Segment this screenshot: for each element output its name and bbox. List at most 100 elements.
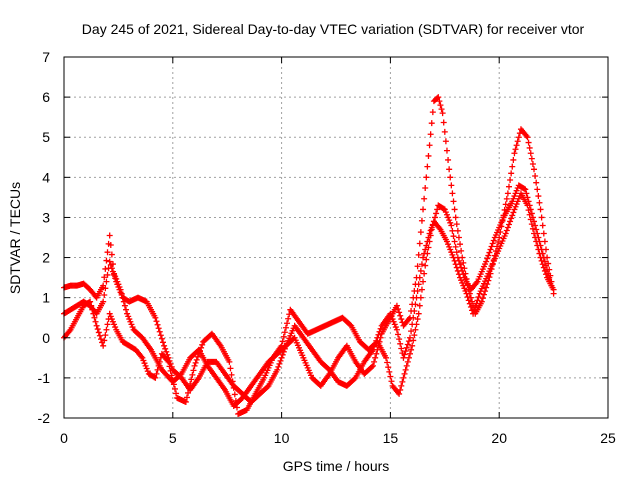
data-point [548, 282, 555, 289]
data-point [128, 321, 135, 328]
data-point [396, 309, 403, 316]
data-point [230, 384, 237, 391]
data-point [279, 351, 286, 358]
data-point [410, 337, 417, 344]
y-tick-label: 2 [42, 250, 50, 266]
data-point [198, 344, 205, 351]
data-point [398, 345, 405, 352]
data-point [418, 261, 425, 268]
data-point [386, 368, 393, 375]
data-point [114, 281, 121, 288]
data-point [527, 150, 534, 157]
data-point [527, 206, 534, 213]
data-point [446, 217, 453, 224]
data-point [281, 329, 288, 336]
data-point [455, 234, 462, 241]
data-point [109, 318, 116, 325]
data-point [453, 221, 460, 228]
data-point [415, 281, 422, 288]
data-point [402, 366, 409, 373]
data-point [89, 306, 96, 313]
data-point [418, 217, 425, 224]
data-point [434, 206, 441, 213]
data-point [173, 390, 180, 397]
data-point [458, 277, 465, 284]
data-point [510, 209, 517, 216]
data-point [86, 299, 93, 306]
x-tick-label: 15 [383, 430, 399, 446]
data-point [502, 230, 509, 237]
data-point [505, 221, 512, 228]
data-point [94, 326, 101, 333]
data-point [182, 398, 189, 405]
data-point [117, 289, 124, 296]
data-point [443, 238, 450, 245]
data-point [115, 283, 122, 290]
data-point [280, 333, 287, 340]
data-point [439, 110, 446, 117]
data-point [550, 286, 557, 293]
data-point [229, 378, 236, 385]
data-point [435, 94, 442, 101]
data-point [164, 357, 171, 364]
data-point [510, 156, 517, 163]
data-point [66, 328, 73, 335]
data-point [412, 301, 419, 308]
data-point [389, 316, 396, 323]
data-point [531, 166, 538, 173]
data-point [140, 357, 147, 364]
data-point [103, 278, 110, 285]
data-point [194, 353, 201, 360]
data-point [414, 263, 421, 270]
data-point [388, 378, 395, 385]
data-point [429, 109, 436, 116]
data-point [436, 225, 443, 232]
data-point [112, 324, 119, 331]
data-point [197, 347, 203, 354]
data-point [540, 254, 547, 261]
data-point [474, 297, 481, 304]
data-point [507, 218, 514, 225]
data-point [420, 254, 427, 261]
data-point [168, 372, 175, 379]
data-point [163, 348, 170, 355]
data-point [155, 325, 162, 332]
data-point [508, 215, 515, 222]
data-point [534, 186, 541, 193]
data-point [104, 271, 111, 278]
data-point [448, 249, 455, 256]
data-point [116, 286, 123, 293]
y-tick-label: 5 [42, 129, 50, 145]
data-point [392, 324, 399, 331]
data-point [278, 342, 285, 349]
data-point [526, 202, 533, 209]
data-point [503, 227, 510, 234]
data-point [183, 394, 190, 401]
data-point [537, 242, 544, 249]
data-point [102, 332, 109, 339]
data-point [460, 282, 467, 289]
data-point [427, 227, 434, 234]
data-point [533, 179, 540, 186]
data-point [490, 237, 497, 244]
data-point [534, 230, 541, 237]
data-point [427, 131, 434, 138]
data-point [448, 182, 455, 189]
data-point [405, 316, 412, 323]
data-point [400, 354, 407, 361]
data-point [104, 321, 111, 328]
data-point [483, 284, 490, 291]
data-point [368, 363, 375, 370]
data-point [369, 362, 376, 369]
data-point [397, 312, 404, 319]
series-trace-c [61, 182, 555, 417]
data-point [486, 249, 493, 256]
data-point [264, 383, 271, 390]
data-point [106, 310, 113, 317]
y-tick-label: 7 [42, 49, 50, 65]
data-point [529, 214, 536, 221]
data-point [457, 261, 464, 268]
data-point [524, 194, 531, 201]
data-point [103, 326, 110, 333]
